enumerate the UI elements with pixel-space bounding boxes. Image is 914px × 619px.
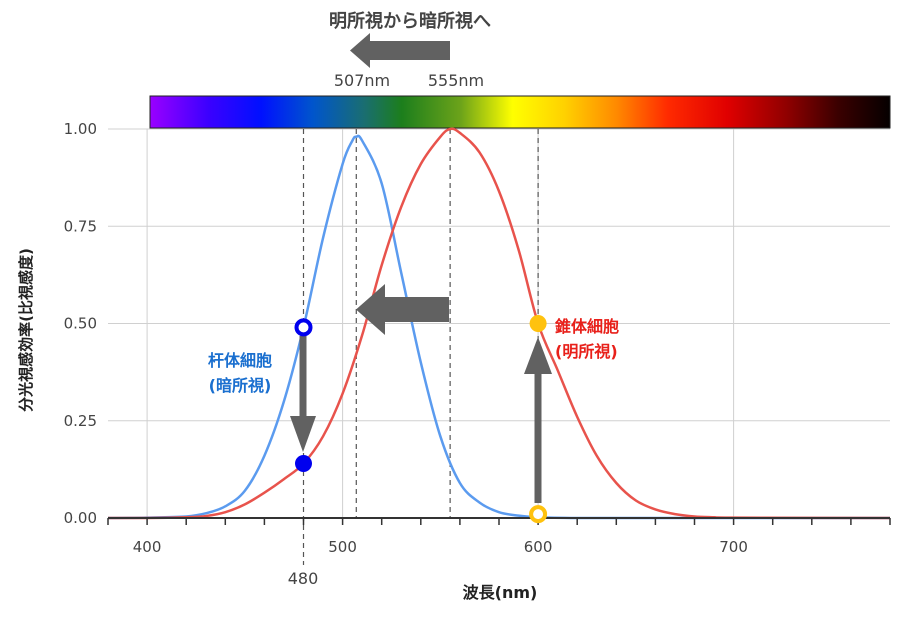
rod-sublabel: (暗所視): [209, 376, 272, 395]
x-axis-label: 波長(nm): [463, 583, 538, 602]
y-tick-label: 0.00: [64, 509, 97, 527]
marker-point: [294, 318, 313, 337]
peak-label-rod: 507nm: [334, 71, 390, 90]
chart-title: 明所視から暗所視へ: [329, 10, 491, 32]
cone-label: 錐体細胞: [555, 317, 619, 336]
y-tick-label: 1.00: [64, 120, 97, 138]
cone-sublabel: (明所視): [555, 342, 618, 361]
marker-point: [529, 505, 548, 524]
marker-point: [529, 315, 547, 332]
rod-down-arrow: [290, 336, 316, 452]
points: [294, 315, 548, 524]
axes: 0.00 0.25 0.50 0.75 1.00 400 500 600 700: [64, 120, 891, 556]
peak-label-cone: 555nm: [428, 71, 484, 90]
spectrum-bar: [149, 95, 891, 129]
y-tick-label: 0.75: [64, 217, 97, 235]
x-tick-label: 600: [524, 538, 553, 556]
x-tick-label: 500: [328, 538, 357, 556]
x-tick-label: 400: [133, 538, 162, 556]
shift-arrow-middle: [356, 284, 449, 335]
rod-label: 杆体細胞: [208, 351, 272, 370]
y-tick-label: 0.50: [64, 315, 97, 333]
marker-point: [295, 455, 312, 473]
shift-arrow-top: [350, 33, 450, 68]
cone-up-arrow: [524, 337, 552, 503]
x-tick-label: 700: [719, 538, 748, 556]
y-tick-label: 0.25: [64, 412, 97, 430]
y-axis-label: 分光視感効率(比視感度): [17, 248, 35, 412]
marker-x-label: 480: [288, 569, 319, 588]
cone-curve: [107, 127, 891, 520]
